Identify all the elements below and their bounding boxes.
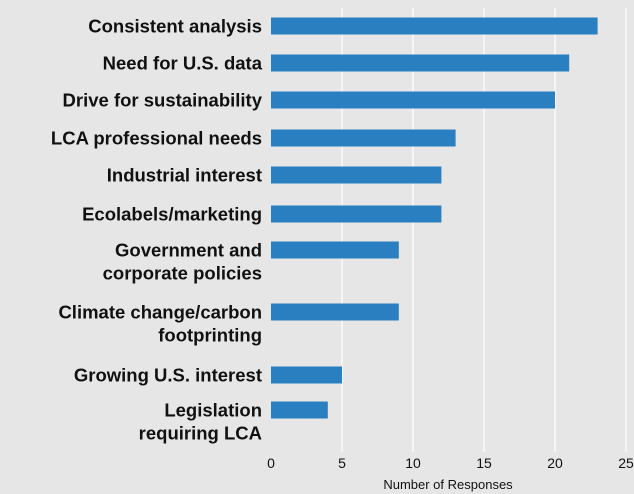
category-label-6: Government and corporate policies	[103, 240, 262, 284]
x-axis-title: Number of Responses	[383, 477, 513, 492]
category-label-3: LCA professional needs	[51, 128, 262, 149]
category-label-line: Industrial interest	[107, 165, 262, 186]
x-tick-labels: 0 5 10 15 20 25	[267, 455, 634, 471]
bar-4	[271, 166, 442, 184]
x-tick-label-1: 5	[338, 455, 346, 471]
category-label-line: footprinting	[158, 325, 262, 346]
category-label-line: Government and	[115, 240, 262, 261]
category-label-line: Growing U.S. interest	[74, 365, 262, 386]
x-tick-label-4: 20	[547, 455, 563, 471]
bar-3	[271, 129, 456, 147]
bars	[271, 17, 598, 419]
bar-1	[271, 54, 570, 72]
category-label-line: Consistent analysis	[88, 16, 262, 37]
category-label-line: requiring LCA	[139, 423, 262, 444]
bar-8	[271, 366, 342, 384]
category-label-9: Legislation requiring LCA	[139, 400, 262, 444]
category-label-1: Need for U.S. data	[103, 53, 263, 74]
bar-2	[271, 91, 555, 109]
bar-5	[271, 205, 442, 223]
bar-7	[271, 303, 399, 321]
category-label-line: Legislation	[164, 400, 262, 421]
category-label-0: Consistent analysis	[88, 16, 262, 37]
category-label-line: Climate change/carbon	[58, 302, 262, 323]
bar-0	[271, 17, 598, 35]
category-label-line: Drive for sustainability	[63, 90, 263, 111]
category-label-5: Ecolabels/marketing	[82, 204, 262, 225]
x-tick-label-2: 10	[405, 455, 421, 471]
x-tick-label-3: 15	[476, 455, 492, 471]
category-label-2: Drive for sustainability	[63, 90, 263, 111]
category-label-4: Industrial interest	[107, 165, 262, 186]
x-tick-label-0: 0	[267, 455, 275, 471]
bar-9	[271, 401, 328, 419]
category-label-line: LCA professional needs	[51, 128, 262, 149]
x-tick-label-5: 25	[618, 455, 634, 471]
category-label-line: corporate policies	[103, 263, 262, 284]
category-label-7: Climate change/carbon footprinting	[58, 302, 262, 346]
category-label-8: Growing U.S. interest	[74, 365, 262, 386]
bar-6	[271, 241, 399, 259]
category-labels: Consistent analysis Need for U.S. data Dri…	[51, 16, 263, 444]
category-label-line: Need for U.S. data	[103, 53, 263, 74]
category-label-line: Ecolabels/marketing	[82, 204, 262, 225]
